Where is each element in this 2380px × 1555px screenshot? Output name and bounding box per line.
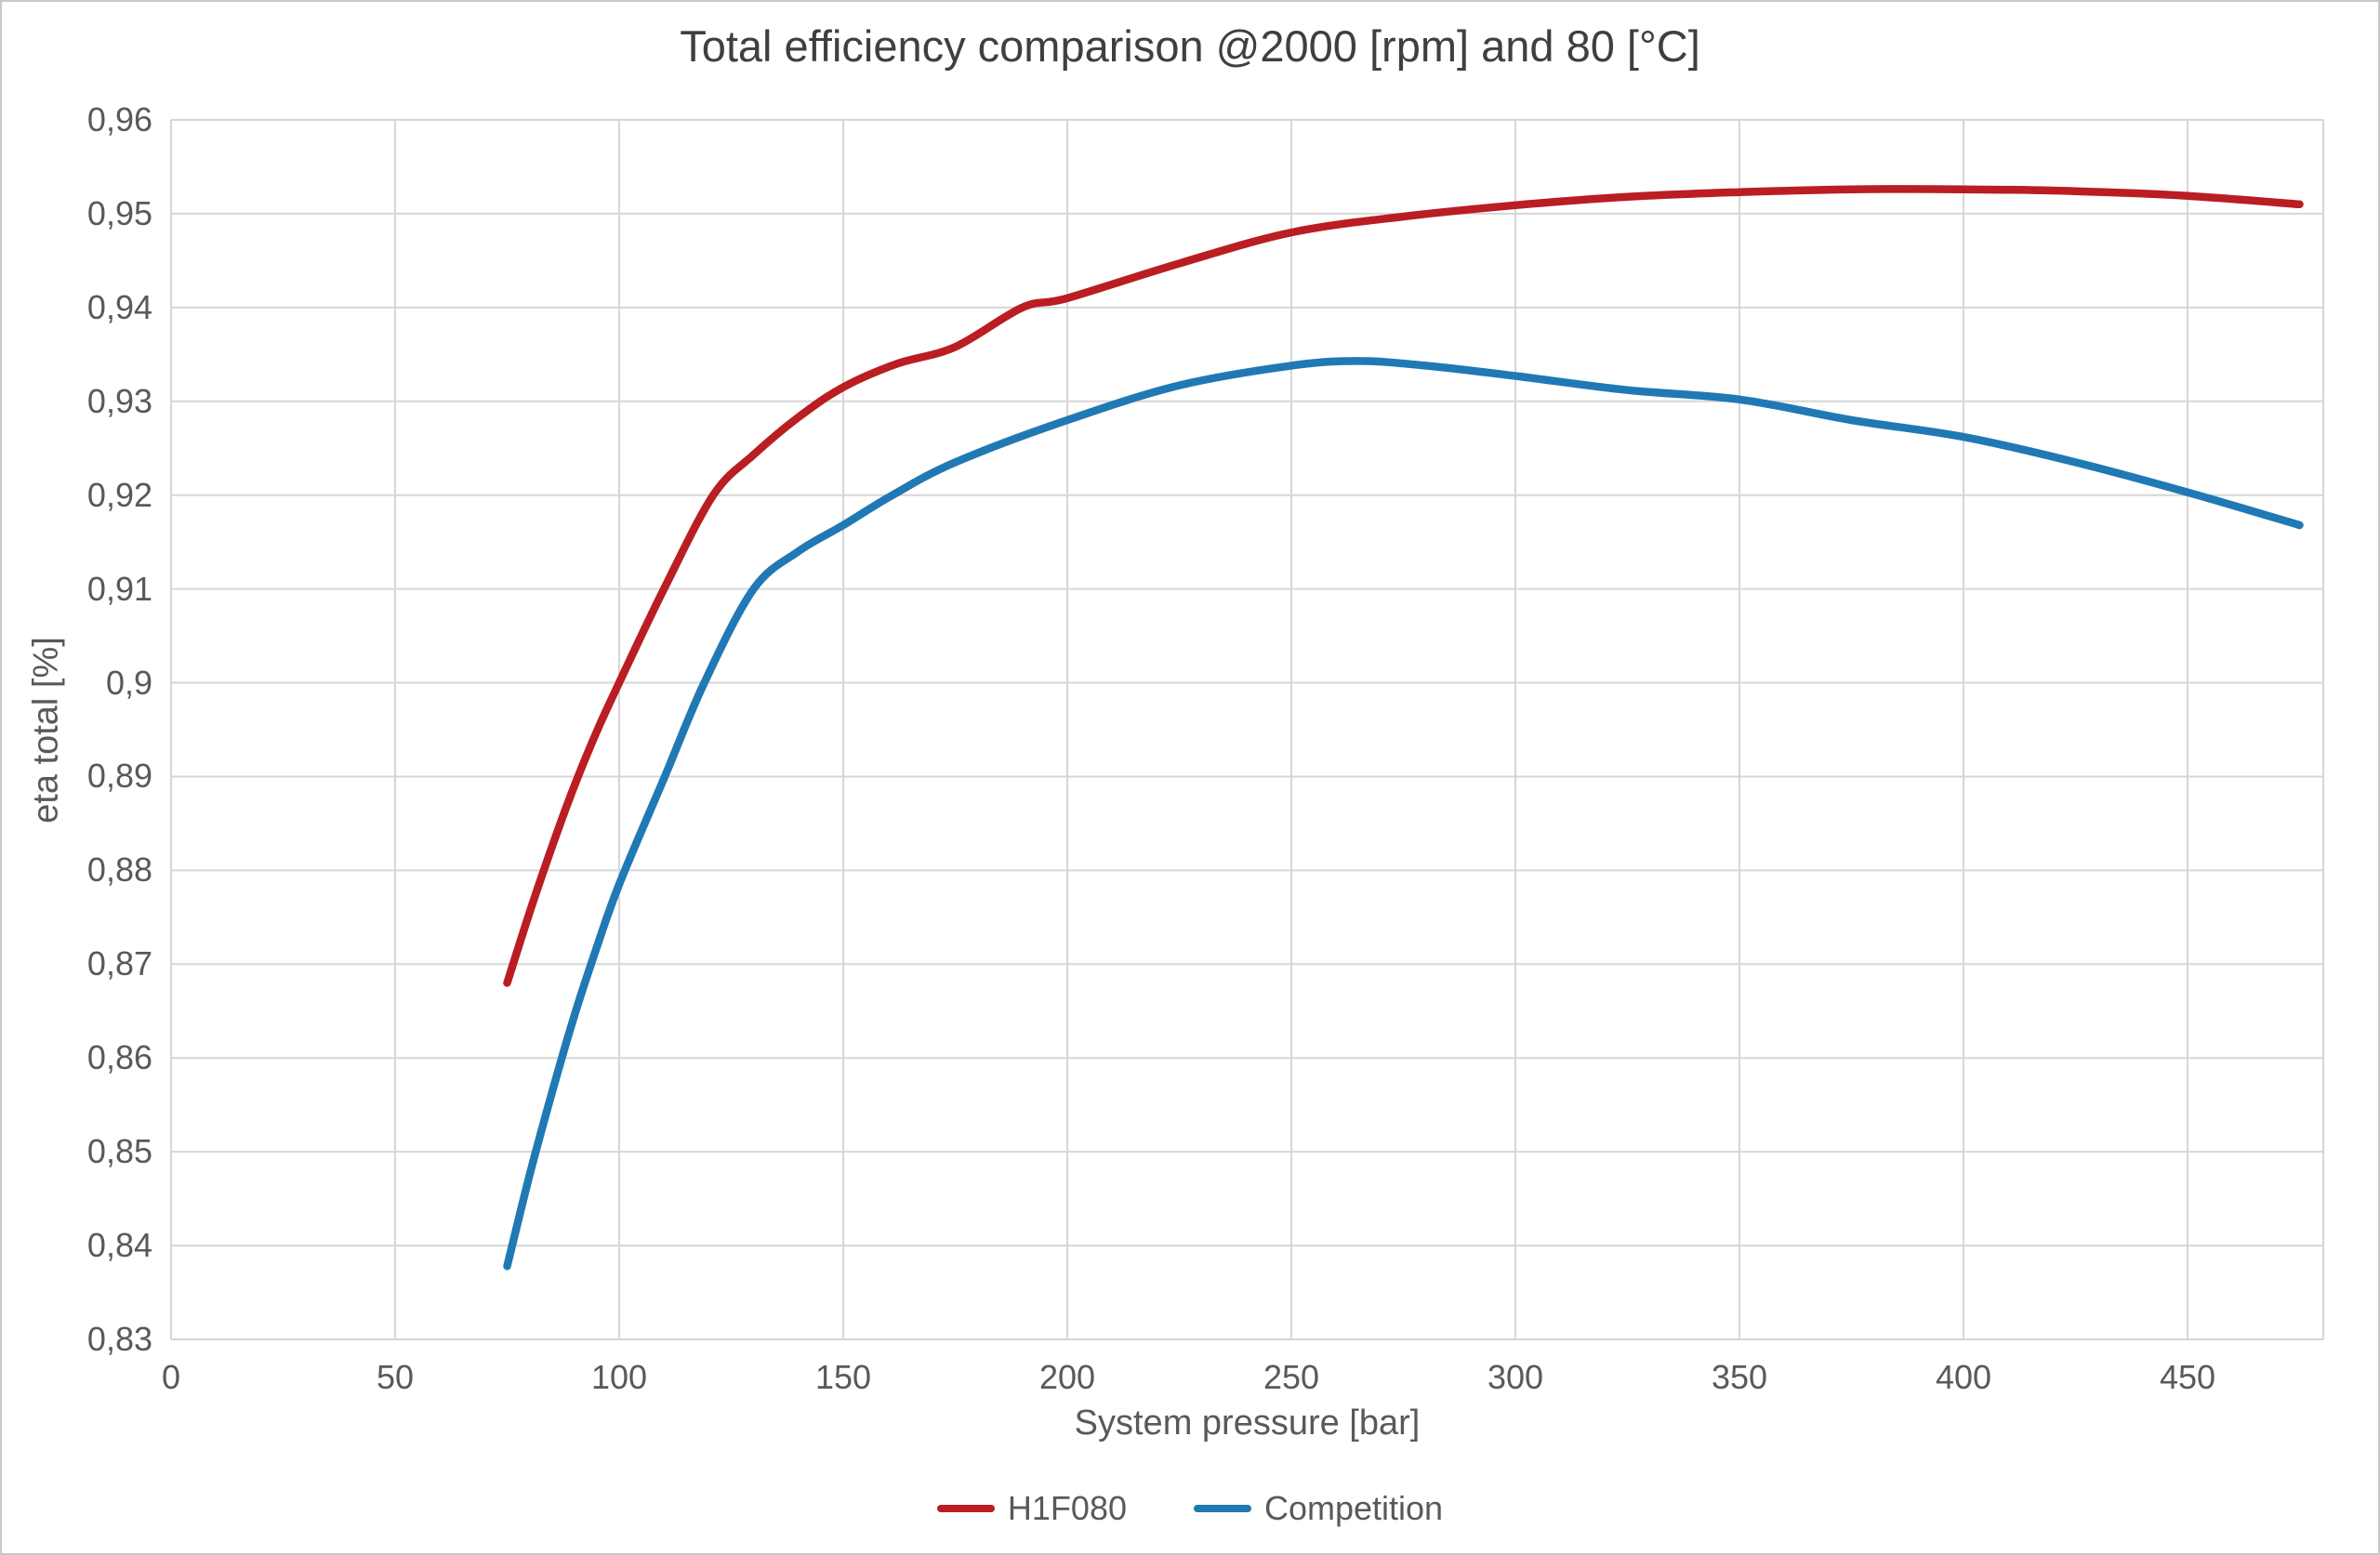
y-tick-label: 0,86: [86, 1038, 152, 1077]
y-tick-label: 0,95: [86, 193, 152, 232]
y-tick-label: 0,85: [86, 1132, 152, 1171]
legend: H1F080 Competition: [2, 1485, 2378, 1532]
x-tick-label: 450: [2159, 1358, 2216, 1396]
chart-title[interactable]: Total efficiency comparison @2000 [rpm] …: [680, 21, 1700, 71]
legend-swatch-h1f080: [936, 1505, 995, 1512]
x-tick-label: 50: [376, 1358, 415, 1396]
y-tick-label: 0,94: [86, 287, 152, 326]
x-tick-label: 150: [814, 1358, 872, 1396]
y-tick-label: 0,93: [86, 381, 152, 420]
series-line-h1f080[interactable]: [503, 185, 2304, 987]
legend-label: H1F080: [1007, 1489, 1127, 1527]
y-tick-label: 0,96: [86, 100, 152, 138]
y-tick-label: 0,83: [86, 1320, 152, 1358]
x-tick-label: 200: [1038, 1358, 1096, 1396]
y-tick-label: 0,9: [105, 663, 152, 702]
series-line-competition[interactable]: [503, 357, 2304, 1271]
legend-swatch-competition: [1193, 1505, 1251, 1512]
x-tick-label: 400: [1935, 1358, 1992, 1396]
y-tick-label: 0,91: [86, 569, 152, 608]
x-tick-label: 0: [161, 1358, 181, 1396]
legend-item-h1f080[interactable]: H1F080: [936, 1489, 1127, 1528]
x-axis-label: System pressure [bar]: [1074, 1403, 1421, 1443]
x-tick-label: 350: [1711, 1358, 1768, 1396]
x-tick-label: 300: [1487, 1358, 1544, 1396]
y-tick-label: 0,84: [86, 1226, 152, 1265]
y-tick-label: 0,92: [86, 475, 152, 514]
legend-label: Competition: [1263, 1489, 1444, 1527]
legend-item-competition[interactable]: Competition: [1193, 1489, 1444, 1528]
y-tick-label: 0,89: [86, 757, 152, 796]
x-tick-label: 250: [1263, 1358, 1320, 1396]
x-tick-label: 100: [590, 1358, 648, 1396]
y-tick-label: 0,88: [86, 850, 152, 890]
y-tick-label: 0,87: [86, 944, 152, 983]
